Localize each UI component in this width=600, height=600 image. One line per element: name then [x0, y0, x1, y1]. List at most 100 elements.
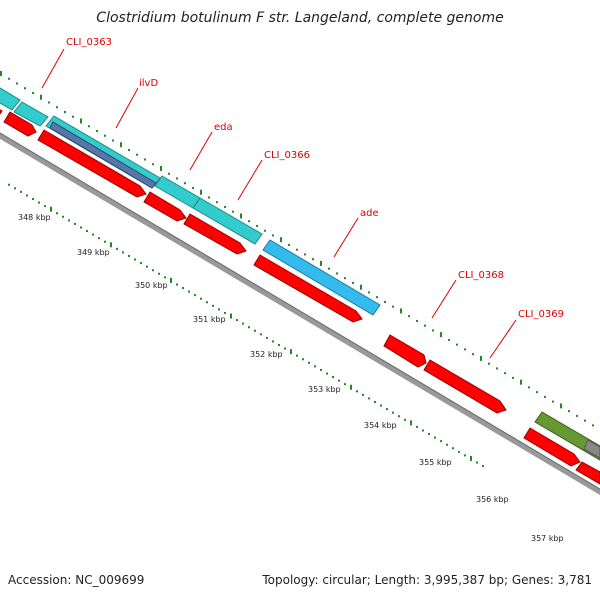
tick-mark [528, 386, 530, 389]
gene-label-eda[interactable]: eda [214, 122, 233, 133]
scale-tick-mark [176, 283, 178, 286]
tick-mark [72, 115, 74, 118]
scale-tick-mark [368, 397, 370, 400]
tick-mark [216, 201, 218, 204]
scale-tick-mark [362, 393, 364, 396]
scale-tick-mark [416, 425, 418, 428]
tick-mark [136, 153, 138, 156]
gene-label-ilvd[interactable]: ilvD [139, 78, 158, 89]
cds-arrow[interactable] [253, 254, 363, 323]
scale-tick-mark [428, 433, 430, 436]
kbp-scale-labels: 348 kbp 349 kbp 350 kbp 351 kbp 352 kbp … [18, 213, 564, 543]
tick-mark [352, 281, 354, 284]
scale-tick-mark [242, 322, 244, 325]
gene-block-olive[interactable] [534, 411, 600, 461]
scale-tick-mark [56, 212, 58, 215]
scale-tick-mark [128, 254, 130, 257]
scale-tick-mark [296, 354, 298, 357]
tick-mark [376, 296, 378, 299]
tick-mark [336, 272, 338, 275]
scale-tick-mark [326, 372, 328, 375]
scale-tick-mark [146, 265, 148, 268]
scale-tick-mark [356, 390, 358, 393]
gene-block-gray[interactable] [583, 439, 600, 459]
scale-tick-mark [80, 226, 82, 229]
tick-mark [536, 391, 538, 394]
cds-arrow[interactable] [575, 461, 600, 485]
scale-tick-mark [344, 383, 346, 386]
backbone-line [0, 133, 600, 495]
gene-block-ade[interactable] [262, 239, 381, 316]
scale-tick-mark [422, 429, 424, 432]
tick-mark [448, 338, 450, 341]
scale-tick-mark [134, 258, 136, 261]
tick-mark [248, 220, 250, 223]
tick-mark [160, 165, 162, 171]
tick-mark [32, 91, 34, 94]
leader-ilvd [115, 87, 139, 129]
scale-tick-mark [404, 418, 406, 421]
scale-tick-mark [44, 205, 46, 208]
scale-tick-mark [188, 290, 190, 293]
leader-cli0368 [431, 279, 457, 319]
tick-mark [200, 189, 202, 195]
cds-arrow[interactable] [3, 111, 37, 137]
tick-mark [432, 329, 434, 332]
tick-mark [112, 139, 114, 142]
cds-arrow[interactable] [523, 427, 581, 467]
cds-arrow[interactable] [183, 213, 247, 255]
kbp-label: 355 kbp [419, 458, 452, 467]
gene-block-cli0366[interactable] [192, 197, 263, 245]
cds-arrow[interactable] [0, 104, 3, 117]
label-leaders [41, 48, 517, 359]
gene-label-cli0368[interactable]: CLI_0368 [458, 270, 504, 281]
scale-tick-mark [482, 465, 484, 468]
scale-tick-mark [86, 230, 88, 233]
tick-mark [104, 134, 106, 137]
tick-mark [64, 110, 66, 113]
gene-block[interactable] [13, 101, 49, 127]
outer-tick-track [0, 71, 594, 427]
scale-tick-mark [110, 242, 112, 248]
cds-arrow[interactable] [423, 359, 507, 414]
gene-label-cli0366[interactable]: CLI_0366 [264, 150, 310, 161]
accession-text: Accession: NC_009699 [8, 573, 145, 587]
gene-track-upper [0, 82, 600, 461]
kbp-label: 357 kbp [531, 534, 564, 543]
inner-tick-track [8, 183, 484, 468]
scale-tick-mark [434, 436, 436, 439]
scale-tick-mark [440, 440, 442, 443]
scale-tick-mark [26, 194, 28, 197]
scale-tick-mark [314, 365, 316, 368]
tick-mark [368, 291, 370, 294]
scale-tick-mark [350, 384, 352, 390]
gene-block-ilvd[interactable] [49, 121, 157, 189]
map-title: Clostridium botulinum F str. Langeland, … [96, 10, 504, 26]
kbp-label: 349 kbp [77, 248, 110, 257]
scale-tick-mark [218, 308, 220, 311]
tick-mark [176, 177, 178, 180]
cds-arrow[interactable] [143, 191, 187, 222]
scale-tick-mark [68, 219, 70, 222]
tick-mark [88, 125, 90, 128]
scale-tick-mark [374, 400, 376, 403]
gene-label-cli0369[interactable]: CLI_0369 [518, 309, 564, 320]
scale-tick-mark [338, 379, 340, 382]
gene-label-ade[interactable]: ade [360, 208, 379, 219]
tick-mark [144, 158, 146, 161]
tick-mark [576, 414, 578, 417]
scale-tick-mark [380, 404, 382, 407]
gene-block[interactable] [0, 82, 21, 111]
tick-mark [96, 129, 98, 132]
tick-mark [288, 243, 290, 246]
gene-label-cli0363[interactable]: CLI_0363 [66, 37, 112, 48]
tick-mark [56, 106, 58, 109]
cds-arrow[interactable] [383, 334, 427, 368]
scale-tick-mark [332, 376, 334, 379]
cds-arrow[interactable] [37, 129, 147, 198]
scale-tick-mark [194, 294, 196, 297]
scale-tick-mark [140, 262, 142, 265]
tick-mark [424, 324, 426, 327]
